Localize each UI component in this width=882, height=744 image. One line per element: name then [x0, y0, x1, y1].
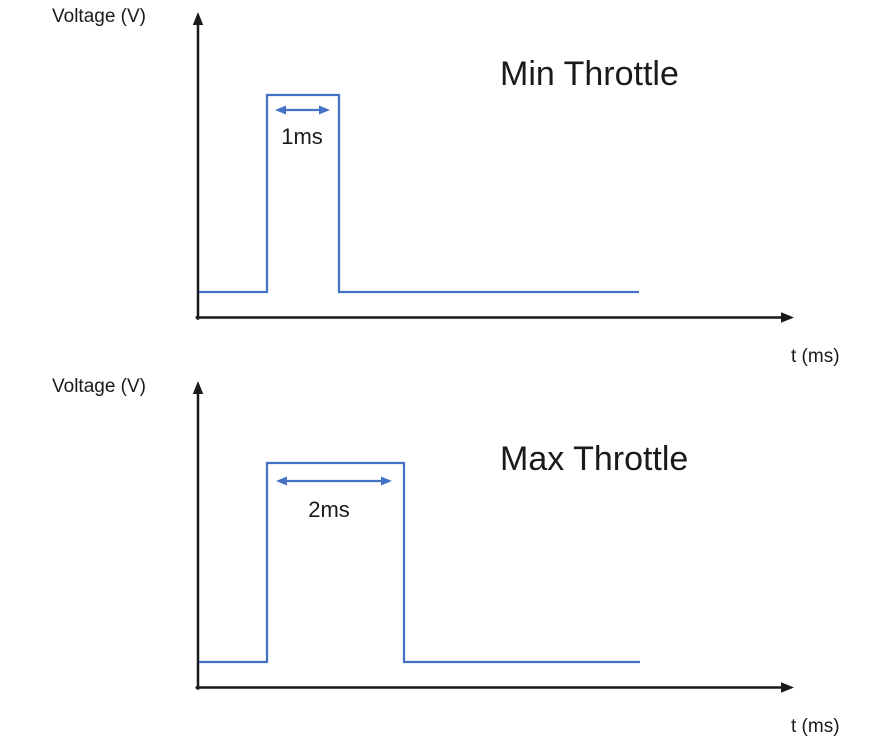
x-axis-arrowhead-icon: [781, 682, 794, 693]
chart-min-throttle: Voltage (V) 1ms Min Throttle t (ms): [52, 6, 840, 367]
pulse-waveform: [199, 461, 640, 664]
x-axis-label: t (ms): [791, 716, 840, 737]
y-axis-label: Voltage (V): [52, 6, 146, 27]
pulse-width-arrow-icon: [275, 105, 330, 115]
y-axis-arrowhead-icon: [192, 12, 204, 25]
pulse-width-label: 1ms: [281, 124, 323, 149]
y-axis-label: Voltage (V): [52, 376, 146, 397]
x-axis-label: t (ms): [791, 346, 840, 367]
chart-title: Max Throttle: [500, 440, 688, 478]
pulse-width-arrow-icon: [276, 476, 392, 486]
pulse-waveform: [199, 93, 639, 294]
x-axis-arrowhead-icon: [781, 312, 794, 323]
y-axis-arrowhead-icon: [192, 381, 204, 394]
chart-title: Min Throttle: [500, 55, 679, 93]
chart-max-throttle: Voltage (V) 2ms Max Throttle t (ms): [52, 376, 840, 737]
pulse-width-label: 2ms: [308, 497, 350, 522]
